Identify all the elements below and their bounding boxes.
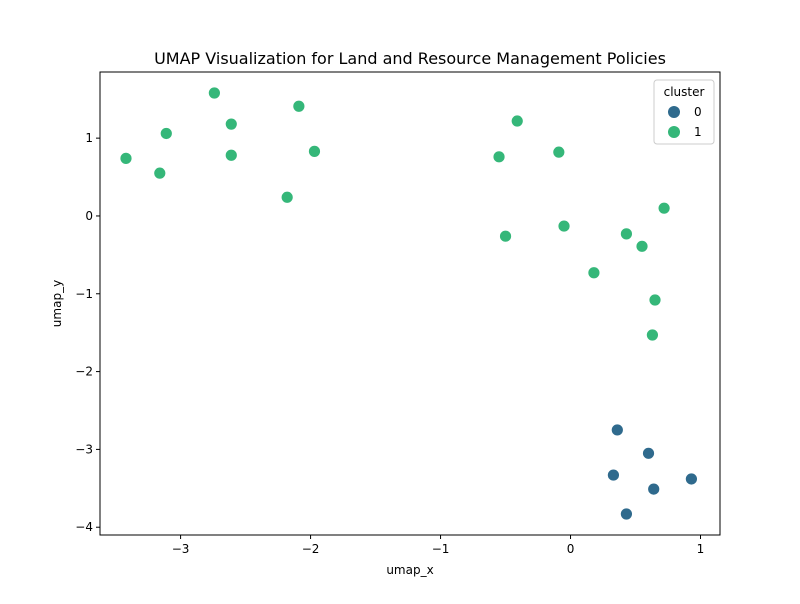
scatter-point-cluster-1 — [557, 219, 571, 233]
scatter-point-cluster-0 — [685, 472, 698, 486]
legend: cluster 01 — [653, 79, 715, 145]
y-axis-label: umap_y — [50, 280, 64, 327]
scatter-point-cluster-1 — [224, 148, 238, 162]
legend-title: cluster — [664, 85, 705, 99]
x-axis-label: umap_x — [386, 563, 433, 577]
scatter-point-cluster-1 — [620, 227, 633, 241]
scatter-point-cluster-1 — [646, 328, 659, 342]
scatter-point-cluster-1 — [119, 151, 133, 165]
scatter-point-cluster-1 — [153, 166, 167, 180]
legend-marker-0 — [668, 106, 680, 118]
x-tick-label: −1 — [432, 542, 450, 556]
scatter-point-cluster-1 — [648, 293, 662, 307]
scatter-point-cluster-1 — [159, 127, 173, 140]
y-tick-label: 0 — [85, 209, 93, 223]
x-tick-label: 1 — [697, 542, 705, 556]
scatter-point-cluster-1 — [308, 144, 321, 158]
x-ticks: −3 −2 −1 0 1 — [172, 535, 705, 556]
y-ticks: −4 −3 −2 −1 0 1 — [75, 131, 100, 534]
scatter-point-cluster-0 — [647, 482, 661, 496]
scatter-point-cluster-0 — [607, 468, 620, 482]
legend-label-1: 1 — [694, 125, 702, 139]
scatter-point-cluster-1 — [224, 117, 238, 131]
scatter-point-cluster-1 — [207, 86, 221, 100]
legend-box — [653, 79, 715, 145]
scatter-point-cluster-1 — [499, 229, 512, 243]
y-tick-label: 1 — [85, 131, 93, 145]
y-tick-label: −2 — [75, 365, 93, 379]
scatter-point-cluster-1 — [657, 201, 671, 215]
y-tick-label: −3 — [75, 442, 93, 456]
scatter-point-cluster-1 — [510, 114, 524, 128]
y-tick-label: −4 — [75, 520, 93, 534]
x-tick-label: 0 — [567, 542, 575, 556]
y-tick-label: −1 — [75, 287, 93, 301]
legend-label-0: 0 — [694, 105, 702, 119]
scatter-point-cluster-1 — [280, 190, 294, 204]
x-tick-label: −2 — [302, 542, 320, 556]
scatter-point-cluster-0 — [620, 507, 633, 521]
points-layer — [119, 86, 698, 521]
legend-marker-1 — [668, 126, 680, 138]
chart-title: UMAP Visualization for Land and Resource… — [154, 49, 666, 68]
scatter-point-cluster-1 — [552, 145, 566, 159]
legend-entries: 01 — [668, 105, 702, 139]
scatter-point-cluster-1 — [292, 99, 306, 113]
scatter-point-cluster-0 — [610, 423, 624, 437]
x-tick-label: −3 — [172, 542, 190, 556]
scatter-point-cluster-1 — [492, 150, 506, 164]
plot-frame — [99, 71, 721, 536]
scatter-point-cluster-1 — [635, 239, 649, 253]
scatter-point-cluster-1 — [587, 266, 601, 280]
scatter-point-cluster-0 — [642, 446, 655, 460]
